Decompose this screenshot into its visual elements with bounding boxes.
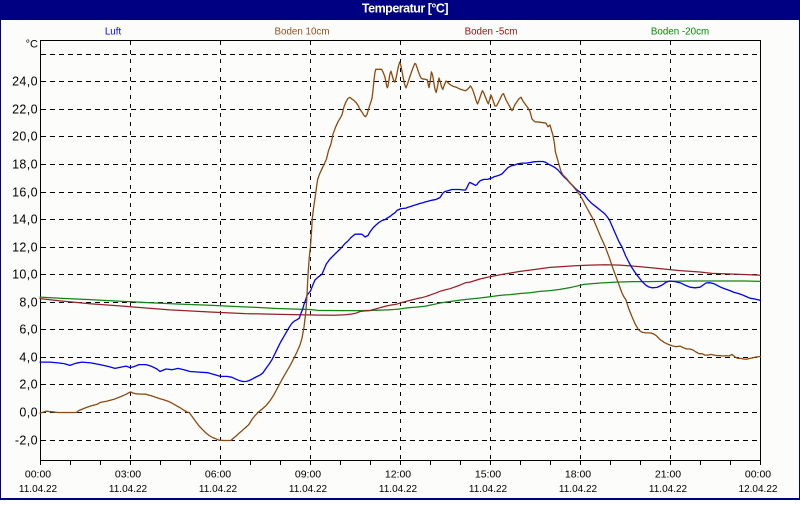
svg-text:2,0: 2,0 <box>19 378 38 392</box>
svg-text:24,0: 24,0 <box>12 75 38 89</box>
svg-text:Boden -20cm: Boden -20cm <box>651 27 709 38</box>
svg-text:-2,0: -2,0 <box>15 434 38 448</box>
svg-text:12:00: 12:00 <box>385 469 411 481</box>
svg-text:12.04.22: 12.04.22 <box>739 484 778 495</box>
svg-text:4,0: 4,0 <box>19 351 38 365</box>
svg-text:12,0: 12,0 <box>12 241 38 255</box>
svg-text:Temperatur [°C]: Temperatur [°C] <box>362 2 449 16</box>
svg-text:21:00: 21:00 <box>655 469 681 481</box>
svg-text:11.04.22: 11.04.22 <box>289 484 328 495</box>
svg-text:15:00: 15:00 <box>475 469 501 481</box>
svg-text:11.04.22: 11.04.22 <box>109 484 148 495</box>
svg-text:16,0: 16,0 <box>12 186 38 200</box>
svg-text:6,0: 6,0 <box>19 323 38 337</box>
svg-text:11.04.22: 11.04.22 <box>379 484 418 495</box>
svg-text:10,0: 10,0 <box>12 268 38 282</box>
svg-text:0,0: 0,0 <box>19 406 38 420</box>
svg-text:11.04.22: 11.04.22 <box>469 484 508 495</box>
svg-text:06:00: 06:00 <box>205 469 231 481</box>
svg-text:22,0: 22,0 <box>12 103 38 117</box>
svg-text:Luft: Luft <box>105 27 122 38</box>
svg-text:20,0: 20,0 <box>12 130 38 144</box>
svg-text:11.04.22: 11.04.22 <box>649 484 688 495</box>
svg-text:11.04.22: 11.04.22 <box>19 484 58 495</box>
svg-text:03:00: 03:00 <box>115 469 141 481</box>
svg-text:Boden -5cm: Boden -5cm <box>465 27 518 38</box>
svg-text:11.04.22: 11.04.22 <box>559 484 598 495</box>
svg-text:18,0: 18,0 <box>12 158 38 172</box>
svg-text:°C: °C <box>26 39 38 51</box>
svg-text:18:00: 18:00 <box>565 469 591 481</box>
svg-text:00:00: 00:00 <box>25 469 51 481</box>
svg-text:Boden 10cm: Boden 10cm <box>274 27 329 38</box>
svg-text:00:00: 00:00 <box>745 469 771 481</box>
svg-text:8,0: 8,0 <box>19 296 38 310</box>
svg-text:09:00: 09:00 <box>295 469 321 481</box>
svg-text:11.04.22: 11.04.22 <box>199 484 238 495</box>
svg-text:14,0: 14,0 <box>12 213 38 227</box>
